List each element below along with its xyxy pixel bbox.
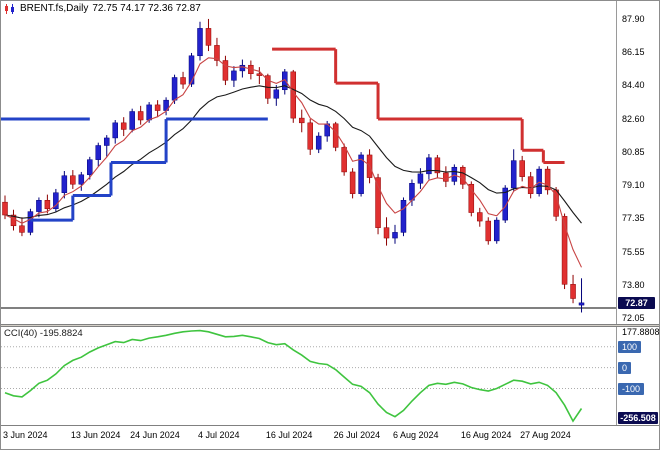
indicator-name: CCI(40) <box>4 328 38 339</box>
date-label: 13 Jun 2024 <box>70 430 121 440</box>
cci-min-value-tag: -256.508 <box>618 412 658 424</box>
cci-line <box>4 329 583 423</box>
price-scale-label: 75.55 <box>622 247 645 258</box>
date-label: 3 Jun 2024 <box>3 430 48 440</box>
slow-ma-line <box>4 85 582 224</box>
date-label: 24 Jun 2024 <box>130 430 180 440</box>
cci-svg <box>1 329 616 423</box>
cci-scale[interactable]: 177.8808 100 0 -100 -256.508 <box>617 327 659 425</box>
price-scale-label: 72.05 <box>622 313 645 324</box>
current-price-tag: 72.87 <box>618 296 655 309</box>
time-axis[interactable]: 3 Jun 2024 13 Jun 2024 24 Jun 2024 4 Jul 20… <box>1 425 659 449</box>
indicator-label: CCI(40) -195.8824 <box>4 328 83 339</box>
price-scale-label: 77.35 <box>622 213 645 224</box>
date-label: 16 Jul 2024 <box>265 430 313 440</box>
cci-level-tag: 0 <box>618 361 632 374</box>
date-label: 4 Jul 2024 <box>198 430 240 440</box>
date-label: 27 Aug 2024 <box>520 430 571 440</box>
cci-plot[interactable]: CCI(40) -195.8824 <box>1 327 617 425</box>
candles-layer <box>2 18 585 313</box>
price-scale-label: 82.60 <box>622 114 645 125</box>
cci-level-tag: -100 <box>618 382 645 395</box>
price-scale-label: 73.80 <box>622 280 645 291</box>
symbol-title: BRENT.fs,Daily <box>20 3 89 14</box>
symbol-ohlc: 72.75 74.17 72.36 72.87 <box>92 3 201 14</box>
date-label: 6 Aug 2024 <box>393 430 439 440</box>
indicator-value: -195.8824 <box>39 328 83 339</box>
date-label: 26 Jul 2024 <box>333 430 381 440</box>
symbol-info: BRENT.fs,Daily 72.75 74.17 72.36 72.87 <box>4 3 201 14</box>
price-scale[interactable]: 87.90 86.15 84.40 82.60 80.85 79.10 77.35 75.55… <box>617 1 659 324</box>
price-scale-label: 79.10 <box>622 180 645 191</box>
fast-ma-line <box>4 57 582 268</box>
main-chart-plot[interactable]: BRENT.fs,Daily 72.75 74.17 72.36 72.87 <box>1 1 617 324</box>
price-scale-label: 86.15 <box>622 47 645 57</box>
panel-divider[interactable] <box>1 324 659 327</box>
cci-scale-max-label: 177.8808 <box>622 327 660 337</box>
date-label: 16 Aug 2024 <box>460 430 512 440</box>
price-scale-label: 80.85 <box>622 147 645 158</box>
indicator-row: CCI(40) -195.8824 177.8808 100 0 -100 -256.5… <box>1 327 659 425</box>
price-scale-label: 84.40 <box>622 80 645 91</box>
main-chart-svg <box>1 18 616 313</box>
main-chart-row: BRENT.fs,Daily 72.75 74.17 72.36 72.87 8… <box>1 1 659 324</box>
candlestick-chart-icon <box>4 3 16 14</box>
price-scale-label: 87.90 <box>622 13 645 24</box>
cci-level-tag: 100 <box>618 340 642 353</box>
